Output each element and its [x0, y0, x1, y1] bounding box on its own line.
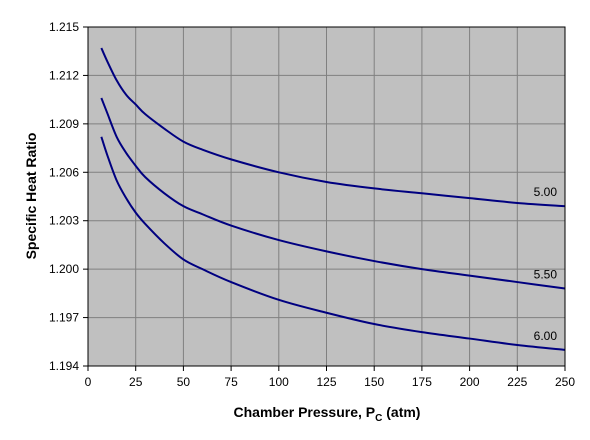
x-tick-label: 50: [177, 375, 191, 389]
x-tick-label: 75: [224, 375, 238, 389]
y-tick-label: 1.203: [49, 214, 79, 228]
series-label-6.00: 6.00: [534, 329, 558, 343]
series-line-5.00: [100, 47, 566, 208]
series-line-5.50: [100, 97, 566, 290]
x-tick-label: 200: [460, 375, 480, 389]
x-tick-label: 125: [316, 375, 336, 389]
y-tick-label: 1.215: [49, 20, 79, 34]
x-axis-title: Chamber Pressure, PC (atm): [234, 404, 421, 424]
y-tick-label: 1.206: [49, 165, 79, 179]
y-tick-label: 1.194: [49, 359, 79, 373]
series-label-5.00: 5.00: [534, 185, 558, 199]
x-tick-label: 225: [507, 375, 527, 389]
grid-lines: [88, 27, 565, 366]
x-axis-title-unit: (atm): [382, 404, 420, 420]
x-axis-title-main: Chamber Pressure, P: [234, 404, 376, 420]
x-axis-ticks: 0 25 50 75 100 125 150 175 200 225 250: [85, 366, 575, 389]
x-tick-label: 25: [129, 375, 143, 389]
y-axis-title: Specific Heat Ratio: [23, 133, 39, 260]
series-line-6.00: [100, 136, 566, 351]
y-tick-label: 1.197: [49, 311, 79, 325]
series-label-5.50: 5.50: [534, 268, 558, 282]
y-axis-ticks: 1.194 1.197 1.200 1.203 1.206 1.209 1.212 1.215: [49, 20, 88, 373]
series-lines: [100, 47, 566, 351]
y-tick-label: 1.209: [49, 117, 79, 131]
y-tick-label: 1.200: [49, 262, 79, 276]
x-tick-label: 250: [555, 375, 575, 389]
series-labels: 5.00 5.50 6.00: [534, 185, 558, 343]
x-tick-label: 150: [364, 375, 384, 389]
x-axis-title-subscript: C: [375, 413, 382, 424]
x-tick-label: 175: [412, 375, 432, 389]
x-tick-label: 0: [85, 375, 92, 389]
x-tick-label: 100: [269, 375, 289, 389]
y-tick-label: 1.212: [49, 68, 79, 82]
